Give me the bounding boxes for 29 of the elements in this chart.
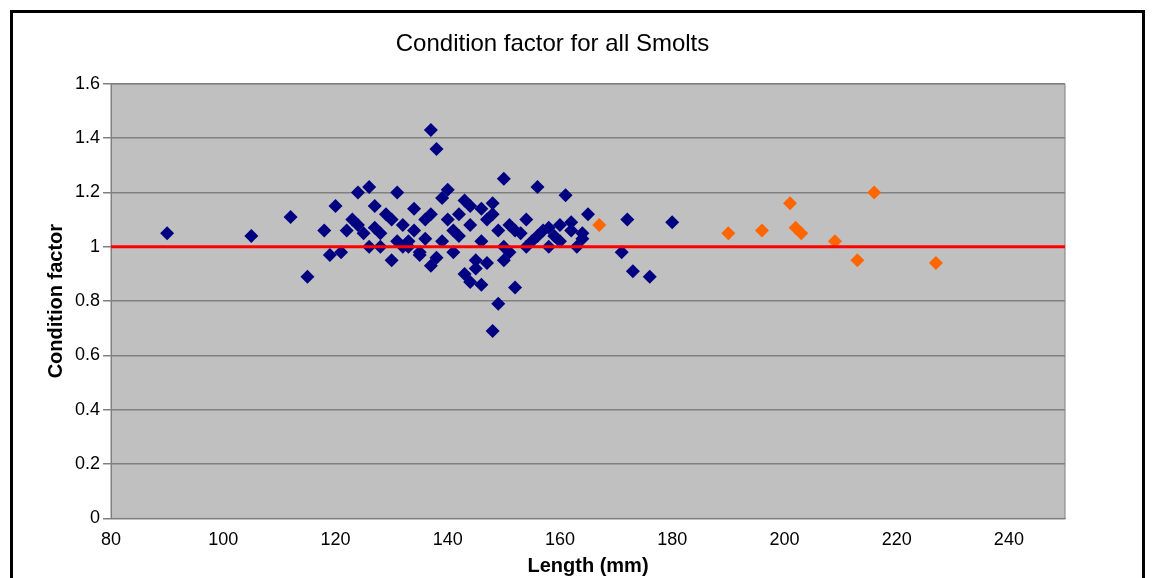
- x-tick-label: 140: [432, 529, 463, 550]
- x-tick-label: 100: [208, 529, 239, 550]
- x-tick-label: 200: [769, 529, 800, 550]
- point: [783, 196, 798, 211]
- y-axis-title: Condition factor: [43, 223, 66, 379]
- x-tick-label: 120: [320, 529, 351, 550]
- point: [794, 226, 809, 241]
- y-tick-label: 0.4: [74, 398, 101, 419]
- point: [850, 253, 865, 268]
- y-tick-label: 1: [90, 235, 101, 256]
- x-axis-title: Length (mm): [527, 553, 649, 576]
- y-tick-label: 1.4: [74, 127, 101, 148]
- y-tick-label: 0.2: [74, 453, 101, 474]
- x-tick-label: 180: [657, 529, 688, 550]
- chart-title: Condition factor for all Smolts: [395, 29, 710, 57]
- point: [754, 223, 769, 238]
- x-tick-label: 240: [993, 529, 1024, 550]
- point: [721, 226, 736, 241]
- x-tick-label: 80: [101, 529, 122, 550]
- point: [928, 256, 943, 271]
- point: [867, 185, 882, 200]
- y-tick-label: 0.8: [74, 290, 101, 311]
- y-tick-label: 0.6: [74, 344, 101, 365]
- y-tick-label: 1.6: [74, 72, 101, 93]
- x-tick-label: 160: [544, 529, 575, 550]
- point: [592, 218, 607, 233]
- x-tick-label: 220: [881, 529, 912, 550]
- y-tick-label: 0: [90, 507, 101, 528]
- y-tick-label: 1.2: [74, 181, 101, 202]
